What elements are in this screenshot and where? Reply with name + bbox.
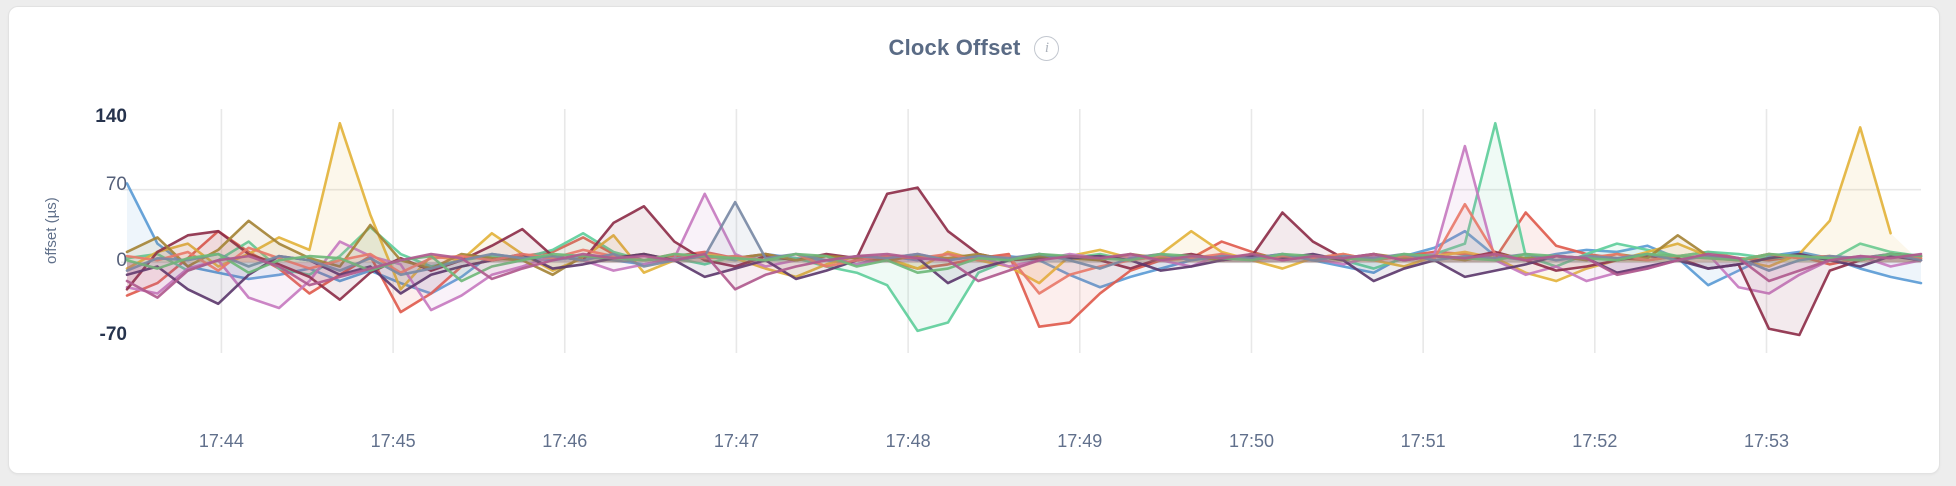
x-tick-17-49: 17:49: [1057, 431, 1103, 451]
plot-area: offset (µs) 140 70 0 -70: [9, 91, 1939, 421]
y-tick-neg70: -70: [99, 324, 127, 345]
clock-offset-chart-card: Clock Offset i offset (µs) 140 70 0 -70 …: [8, 6, 1940, 474]
x-tick-17-51: 17:51: [1400, 431, 1446, 451]
x-tick-17-45: 17:45: [370, 431, 416, 451]
y-tick-0: 0: [116, 250, 127, 271]
clock-offset-line-chart: [121, 109, 1923, 353]
y-tick-140: 140: [95, 106, 127, 127]
x-tick-17-50: 17:50: [1228, 431, 1274, 451]
x-tick-17-53: 17:53: [1743, 431, 1790, 451]
x-axis-ticks: 17:44 17:45 17:46 17:47 17:48 17:49 17:50 17:51…: [9, 425, 1939, 465]
x-tick-17-44: 17:44: [198, 431, 244, 451]
x-tick-17-47: 17:47: [713, 431, 759, 451]
chart-header: Clock Offset i: [9, 35, 1939, 61]
info-circle-icon[interactable]: i: [1034, 35, 1060, 61]
y-axis-ticks: 140 70 0 -70: [9, 91, 127, 421]
x-tick-17-48: 17:48: [885, 431, 931, 451]
page-title: Clock Offset: [888, 35, 1021, 60]
y-tick-70: 70: [105, 174, 127, 195]
x-tick-17-52: 17:52: [1572, 431, 1618, 451]
x-tick-17-46: 17:46: [542, 431, 588, 451]
